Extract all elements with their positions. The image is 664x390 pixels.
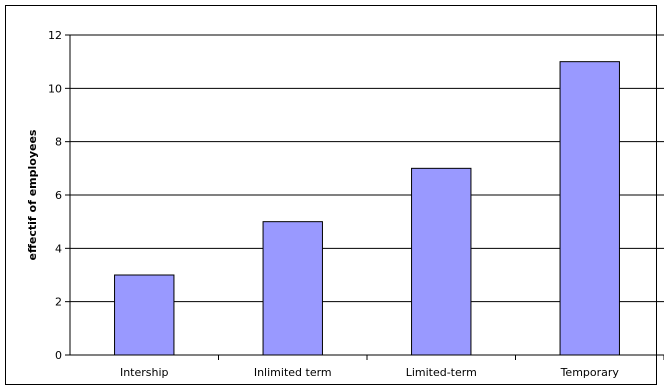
x-tick-label: Inlimited term bbox=[254, 366, 332, 379]
x-tick-label: Limited-term bbox=[406, 366, 477, 379]
y-axis-title: effectif of employees bbox=[26, 129, 39, 260]
bar bbox=[262, 221, 323, 356]
y-tick-label: 12 bbox=[48, 29, 62, 42]
y-tick-label: 10 bbox=[48, 82, 62, 95]
bar bbox=[559, 61, 620, 356]
bar bbox=[114, 274, 175, 356]
bar bbox=[411, 167, 472, 356]
y-tick-label: 2 bbox=[55, 296, 62, 309]
y-tick-label: 8 bbox=[55, 136, 62, 149]
y-tick-label: 0 bbox=[55, 349, 62, 362]
x-tick-label: Temporary bbox=[560, 366, 620, 379]
tick-labels: 0 2 4 6 8 10 12 Intership Inlimited term Limited-… bbox=[48, 29, 619, 379]
bars bbox=[114, 61, 620, 356]
y-tick-label: 4 bbox=[55, 242, 62, 255]
y-tick-label: 6 bbox=[55, 189, 62, 202]
x-tick-label: Intership bbox=[120, 366, 169, 379]
axes bbox=[65, 34, 664, 360]
